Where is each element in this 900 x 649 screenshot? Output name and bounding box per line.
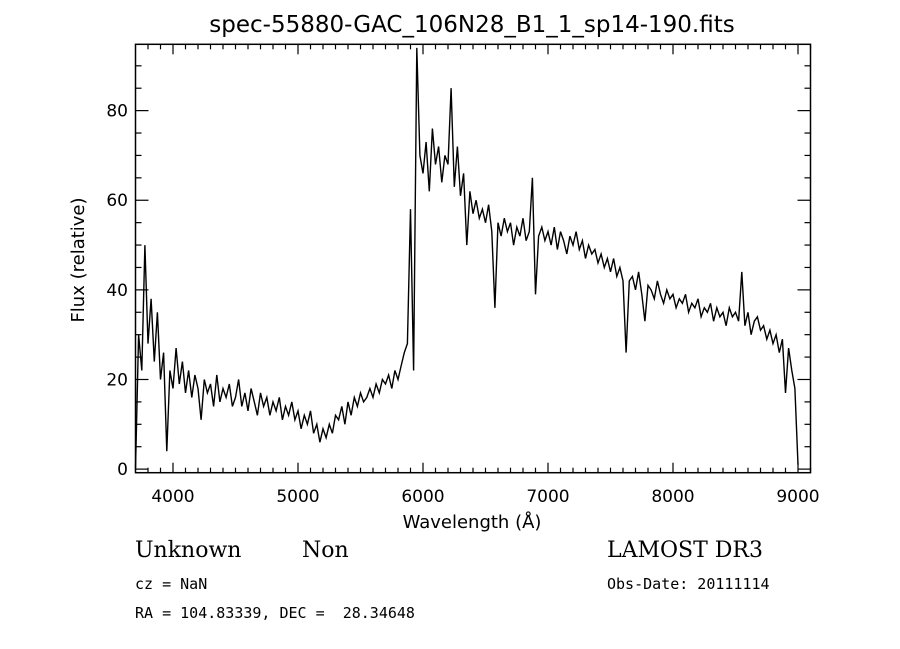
y-tick-label: 40 bbox=[106, 281, 128, 301]
x-tick-label: 9000 bbox=[776, 487, 819, 507]
tick-labels: 4000 5000 6000 7000 8000 9000 0 20 40 60 80 bbox=[106, 102, 819, 507]
x-tick-label: 8000 bbox=[651, 487, 694, 507]
y-tick-label: 80 bbox=[106, 102, 128, 122]
x-axis-label: Wavelength (Å) bbox=[403, 511, 542, 533]
y-axis-label: Flux (relative) bbox=[68, 197, 89, 322]
plot-frame bbox=[134, 43, 812, 474]
ra-dec-coordinates: RA = 104.83339, DEC = 28.34648 bbox=[135, 604, 415, 622]
chart-title: spec-55880-GAC_106N28_B1_1_sp14-190.fits bbox=[209, 12, 734, 38]
object-class: Unknown bbox=[135, 538, 242, 563]
survey-name: LAMOST DR3 bbox=[607, 538, 763, 563]
axis-ticks bbox=[135, 44, 812, 473]
redshift-cz: cz = NaN bbox=[135, 575, 208, 593]
x-tick-label: 7000 bbox=[526, 487, 569, 507]
object-subclass: Non bbox=[302, 538, 349, 563]
obs-date: Obs-Date: 20111114 bbox=[607, 575, 770, 593]
x-tick-label: 6000 bbox=[401, 487, 444, 507]
spectrum-line bbox=[134, 47, 799, 470]
x-tick-label: 5000 bbox=[276, 487, 319, 507]
x-tick-label: 4000 bbox=[151, 487, 194, 507]
y-tick-label: 60 bbox=[106, 191, 128, 211]
y-tick-label: 20 bbox=[106, 370, 128, 390]
y-tick-label: 0 bbox=[117, 460, 128, 480]
